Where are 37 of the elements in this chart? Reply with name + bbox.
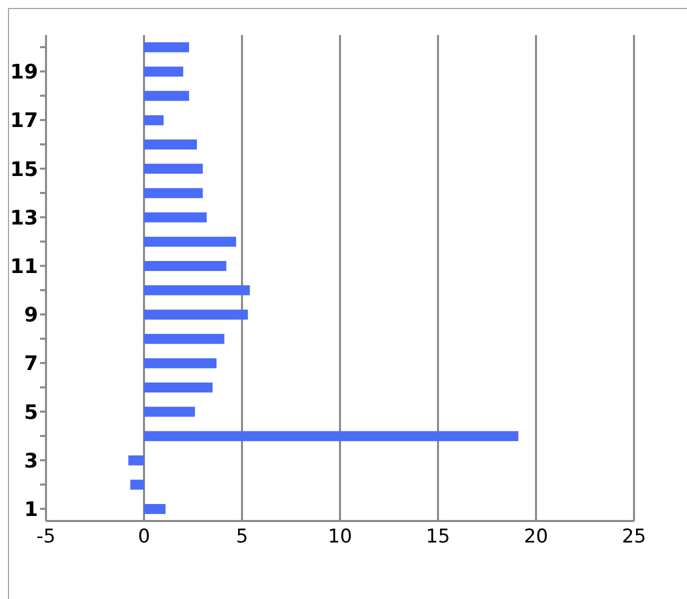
y-tick-label: 3 xyxy=(24,448,38,472)
x-tick-label: 5 xyxy=(236,525,248,548)
x-tick-label: 15 xyxy=(426,525,450,548)
y-tick-label: 9 xyxy=(24,302,38,327)
bar xyxy=(144,285,250,296)
bar xyxy=(144,260,226,271)
bar xyxy=(144,188,203,198)
bar xyxy=(144,42,190,52)
bar xyxy=(130,480,144,490)
x-tick-label: 25 xyxy=(622,525,646,548)
bar xyxy=(144,310,248,320)
bar xyxy=(144,139,197,150)
bar xyxy=(144,334,224,344)
y-tick-label: 17 xyxy=(10,108,38,132)
bar xyxy=(144,504,166,514)
bar xyxy=(144,358,217,368)
bar xyxy=(144,66,184,77)
y-tick-label: 13 xyxy=(10,205,38,230)
bar xyxy=(144,406,195,417)
x-tick-label: 10 xyxy=(328,525,352,548)
y-tick-label: 11 xyxy=(10,254,38,278)
x-tick-label: -5 xyxy=(36,525,56,548)
y-tick-label: 19 xyxy=(10,60,38,84)
bar xyxy=(144,236,236,247)
bar xyxy=(144,382,213,392)
x-tick-label: 20 xyxy=(524,525,548,548)
y-tick-label: 5 xyxy=(24,400,38,424)
bar xyxy=(128,455,144,466)
y-tick-label: 1 xyxy=(24,496,38,521)
y-tick-label: 15 xyxy=(10,156,38,181)
bar xyxy=(144,164,203,174)
bar xyxy=(144,90,190,101)
x-tick-label: 0 xyxy=(138,525,150,548)
bar xyxy=(144,212,207,222)
bar xyxy=(144,431,518,442)
y-tick-label: 7 xyxy=(24,351,38,376)
bar xyxy=(144,115,164,126)
